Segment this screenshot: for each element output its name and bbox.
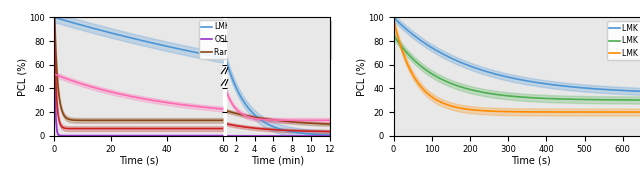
OSOM bbox=[150, 128, 158, 130]
LMK bbox=[178, 48, 186, 50]
Random Matching bbox=[81, 119, 88, 121]
OSL bbox=[127, 135, 134, 137]
OSL bbox=[94, 135, 102, 137]
LMK (V+L) bbox=[390, 16, 397, 18]
Y-axis label: PCL (%): PCL (%) bbox=[17, 57, 28, 96]
OSL bbox=[163, 135, 171, 137]
EgoLoc bbox=[127, 95, 134, 97]
Y-axis label: PCL (%): PCL (%) bbox=[356, 57, 367, 96]
OSOM bbox=[81, 128, 88, 130]
Random Matching bbox=[178, 119, 186, 121]
OSOM bbox=[125, 128, 133, 130]
OSOM bbox=[127, 128, 135, 130]
OSL bbox=[220, 135, 227, 137]
LMK (V+L) bbox=[550, 84, 557, 86]
LMK (V) bbox=[406, 69, 414, 71]
EgoLoc bbox=[163, 102, 171, 104]
EgoLoc bbox=[150, 100, 158, 102]
LMK (V+L) bbox=[406, 32, 414, 34]
LMK bbox=[150, 42, 158, 44]
Line: OSL: OSL bbox=[54, 17, 223, 136]
LMK (V) bbox=[557, 111, 564, 113]
LMK (V+L) bbox=[565, 85, 573, 88]
LMK (L) bbox=[557, 98, 564, 100]
Legend: LMK, OSL, Random Matching, OSOM, EgoLoc: LMK, OSL, Random Matching, OSOM, EgoLoc bbox=[199, 20, 331, 59]
LMK bbox=[81, 25, 88, 27]
OSOM bbox=[94, 128, 102, 130]
X-axis label: Time (s): Time (s) bbox=[511, 156, 551, 166]
Random Matching bbox=[51, 13, 58, 15]
OSOM bbox=[51, 27, 58, 29]
LMK (V+L) bbox=[627, 90, 634, 92]
Random Matching bbox=[163, 119, 171, 121]
EgoLoc bbox=[81, 84, 88, 86]
LMK bbox=[163, 45, 171, 47]
OSOM bbox=[164, 128, 172, 130]
Line: LMK (L): LMK (L) bbox=[394, 17, 640, 100]
LMK (V) bbox=[627, 111, 634, 113]
OSL bbox=[150, 135, 158, 137]
OSL bbox=[51, 16, 58, 18]
X-axis label: Time (min): Time (min) bbox=[252, 156, 305, 166]
LMK (L) bbox=[406, 56, 414, 58]
LMK (V) bbox=[598, 111, 606, 113]
LMK (V) bbox=[390, 16, 397, 18]
Legend: LMK (V+L), LMK (L), LMK (V): LMK (V+L), LMK (L), LMK (V) bbox=[607, 21, 640, 60]
Line: EgoLoc: EgoLoc bbox=[54, 74, 223, 109]
LMK (V+L) bbox=[598, 88, 606, 90]
LMK (L) bbox=[598, 99, 606, 101]
X-axis label: Time (s): Time (s) bbox=[119, 156, 159, 166]
Random Matching bbox=[220, 119, 227, 121]
LMK (L) bbox=[550, 98, 557, 100]
LMK bbox=[127, 37, 134, 39]
LMK bbox=[220, 57, 227, 59]
OSL bbox=[178, 135, 186, 137]
LMK bbox=[94, 29, 102, 31]
LMK (V+L) bbox=[557, 85, 564, 87]
EgoLoc bbox=[178, 104, 186, 106]
EgoLoc bbox=[51, 73, 58, 75]
LMK (L) bbox=[627, 99, 634, 101]
Line: LMK (V): LMK (V) bbox=[394, 17, 640, 112]
OSL bbox=[81, 135, 88, 137]
EgoLoc bbox=[94, 88, 102, 90]
Line: Random Matching: Random Matching bbox=[54, 14, 223, 120]
LMK (V) bbox=[550, 111, 557, 113]
LMK (L) bbox=[565, 98, 573, 100]
LMK bbox=[51, 16, 58, 18]
LMK (V) bbox=[565, 111, 573, 113]
EgoLoc bbox=[220, 108, 227, 110]
Line: LMK (V+L): LMK (V+L) bbox=[394, 17, 640, 92]
OSOM bbox=[220, 128, 227, 130]
Random Matching bbox=[127, 119, 134, 121]
Line: OSOM: OSOM bbox=[54, 28, 223, 129]
Random Matching bbox=[173, 119, 181, 121]
Line: LMK: LMK bbox=[54, 17, 223, 58]
Random Matching bbox=[94, 119, 102, 121]
Random Matching bbox=[150, 119, 158, 121]
LMK (L) bbox=[390, 16, 397, 18]
OSOM bbox=[178, 128, 186, 130]
